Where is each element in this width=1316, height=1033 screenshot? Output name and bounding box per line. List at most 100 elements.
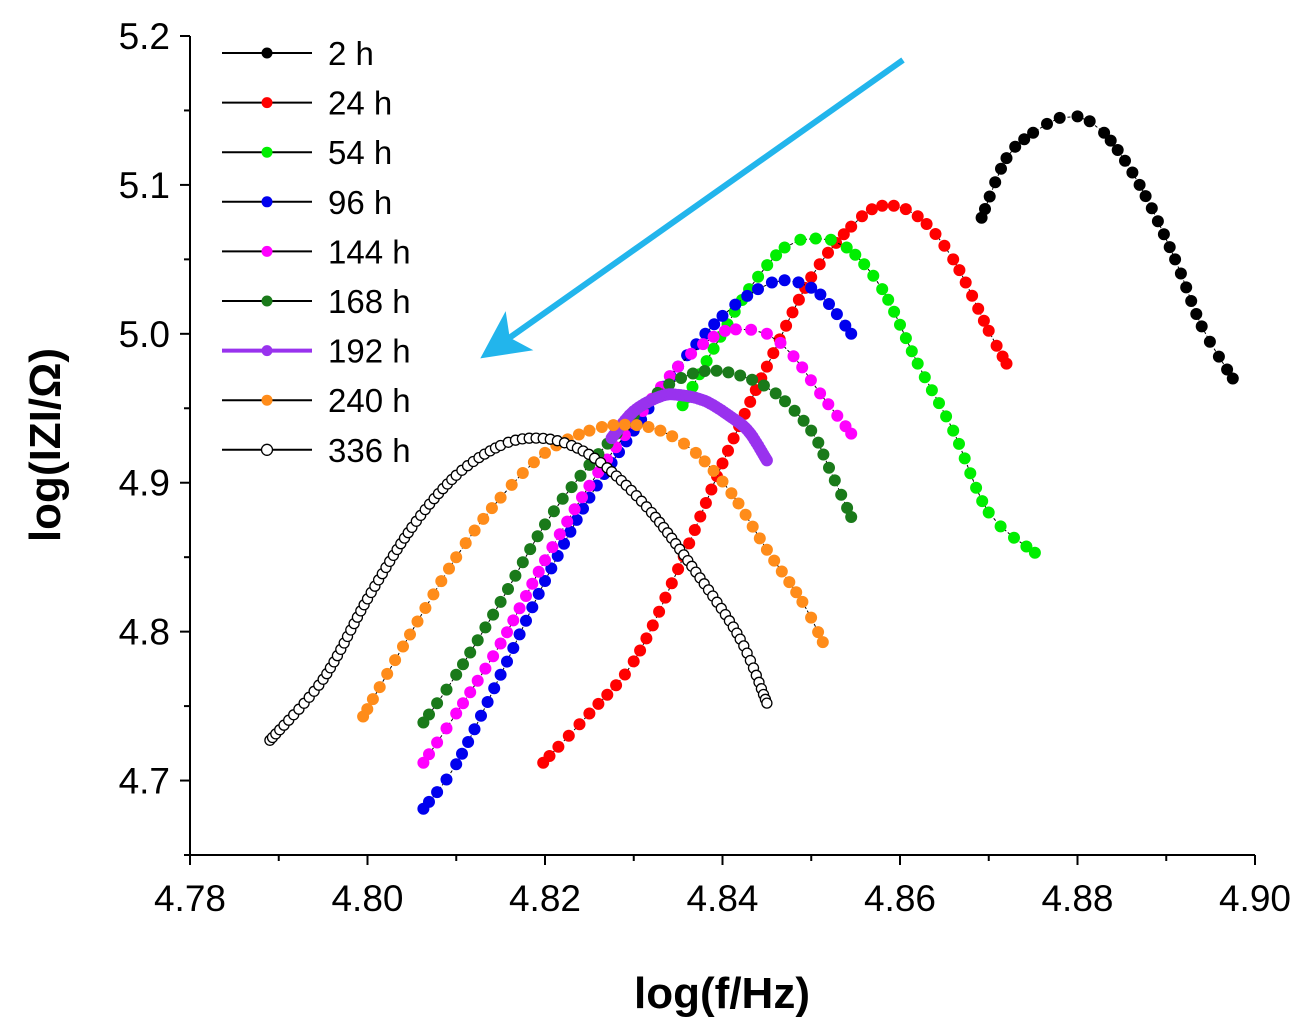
data-point xyxy=(979,203,991,215)
data-point xyxy=(761,697,773,709)
series-line xyxy=(269,437,768,741)
data-point xyxy=(477,512,490,525)
data-point xyxy=(705,483,718,496)
data-point xyxy=(822,246,834,259)
data-point xyxy=(488,682,501,695)
data-point xyxy=(959,276,972,289)
data-point xyxy=(366,693,379,706)
data-point xyxy=(423,708,435,721)
data-point xyxy=(457,697,469,710)
data-point xyxy=(775,565,788,578)
data-point xyxy=(744,395,757,408)
data-point xyxy=(389,654,402,667)
series-54-h xyxy=(676,232,1041,559)
data-point xyxy=(568,503,581,516)
series-line xyxy=(542,205,1007,764)
data-point xyxy=(796,595,809,608)
legend-label: 54 h xyxy=(328,134,392,171)
data-point xyxy=(761,259,774,272)
data-point xyxy=(574,469,587,482)
data-point xyxy=(653,605,666,618)
series-336-h xyxy=(264,432,773,746)
data-point xyxy=(760,454,773,467)
data-point xyxy=(464,646,477,659)
data-point xyxy=(835,488,848,501)
data-point xyxy=(966,289,979,302)
data-point xyxy=(856,210,868,223)
data-point xyxy=(809,232,822,245)
data-point xyxy=(640,632,653,645)
data-point xyxy=(1008,531,1020,544)
data-point xyxy=(532,587,545,600)
data-point xyxy=(1174,267,1187,280)
data-point xyxy=(710,364,723,377)
data-point xyxy=(607,419,620,432)
data-point xyxy=(431,736,444,749)
x-tick-label: 4.88 xyxy=(1041,878,1113,919)
data-point xyxy=(746,520,759,533)
data-point xyxy=(471,674,484,687)
data-point xyxy=(816,636,829,649)
data-point xyxy=(940,410,953,423)
data-point xyxy=(456,747,468,760)
data-point xyxy=(929,228,942,240)
data-point xyxy=(539,575,551,587)
data-point xyxy=(475,709,487,722)
data-point xyxy=(1027,126,1040,139)
data-point xyxy=(911,357,924,370)
data-point xyxy=(526,577,539,590)
series-168-h xyxy=(417,364,858,729)
data-point xyxy=(990,339,1003,352)
data-point xyxy=(1083,115,1096,128)
data-point xyxy=(774,336,787,349)
data-point xyxy=(757,379,770,392)
data-point xyxy=(505,478,518,491)
data-point xyxy=(920,218,933,230)
data-point xyxy=(729,323,742,336)
data-point xyxy=(513,602,526,615)
data-point xyxy=(688,524,701,536)
data-point xyxy=(778,241,791,254)
data-point xyxy=(501,626,513,639)
data-point xyxy=(397,640,409,653)
data-point xyxy=(812,436,825,449)
data-point xyxy=(783,576,796,589)
data-point xyxy=(672,563,685,576)
data-point xyxy=(865,203,878,216)
legend-item: 144 h xyxy=(222,233,411,270)
data-point xyxy=(788,404,801,417)
data-point xyxy=(1185,295,1198,307)
data-point xyxy=(532,565,545,578)
data-point xyxy=(494,637,507,650)
data-point xyxy=(654,424,667,437)
data-point xyxy=(683,537,696,550)
data-point xyxy=(494,668,507,681)
data-point xyxy=(911,210,924,223)
data-point xyxy=(707,464,720,477)
data-point xyxy=(576,491,588,504)
legend-item: 96 h xyxy=(222,184,392,221)
data-point xyxy=(837,228,850,241)
data-point xyxy=(817,448,830,461)
y-tick-label: 5.1 xyxy=(119,165,170,206)
legend-item: 2 h xyxy=(222,35,374,72)
data-point xyxy=(698,365,711,377)
legend-label: 24 h xyxy=(328,85,392,122)
data-point xyxy=(556,492,569,505)
data-point xyxy=(845,327,858,340)
data-point xyxy=(450,758,463,771)
data-point xyxy=(610,679,623,692)
data-point xyxy=(779,395,791,408)
data-point xyxy=(970,481,983,494)
data-point xyxy=(770,249,783,262)
data-point xyxy=(1041,117,1053,130)
y-tick-label: 4.9 xyxy=(119,463,170,504)
data-point xyxy=(947,253,960,266)
data-point xyxy=(487,650,500,663)
x-tick-label: 4.86 xyxy=(864,878,936,919)
data-point xyxy=(1020,540,1033,553)
legend: 2 h 24 h 54 h 96 h 144 h 168 h 192 h 240 h 336 h xyxy=(222,35,411,469)
legend-marker xyxy=(260,443,274,456)
data-point xyxy=(699,497,712,509)
